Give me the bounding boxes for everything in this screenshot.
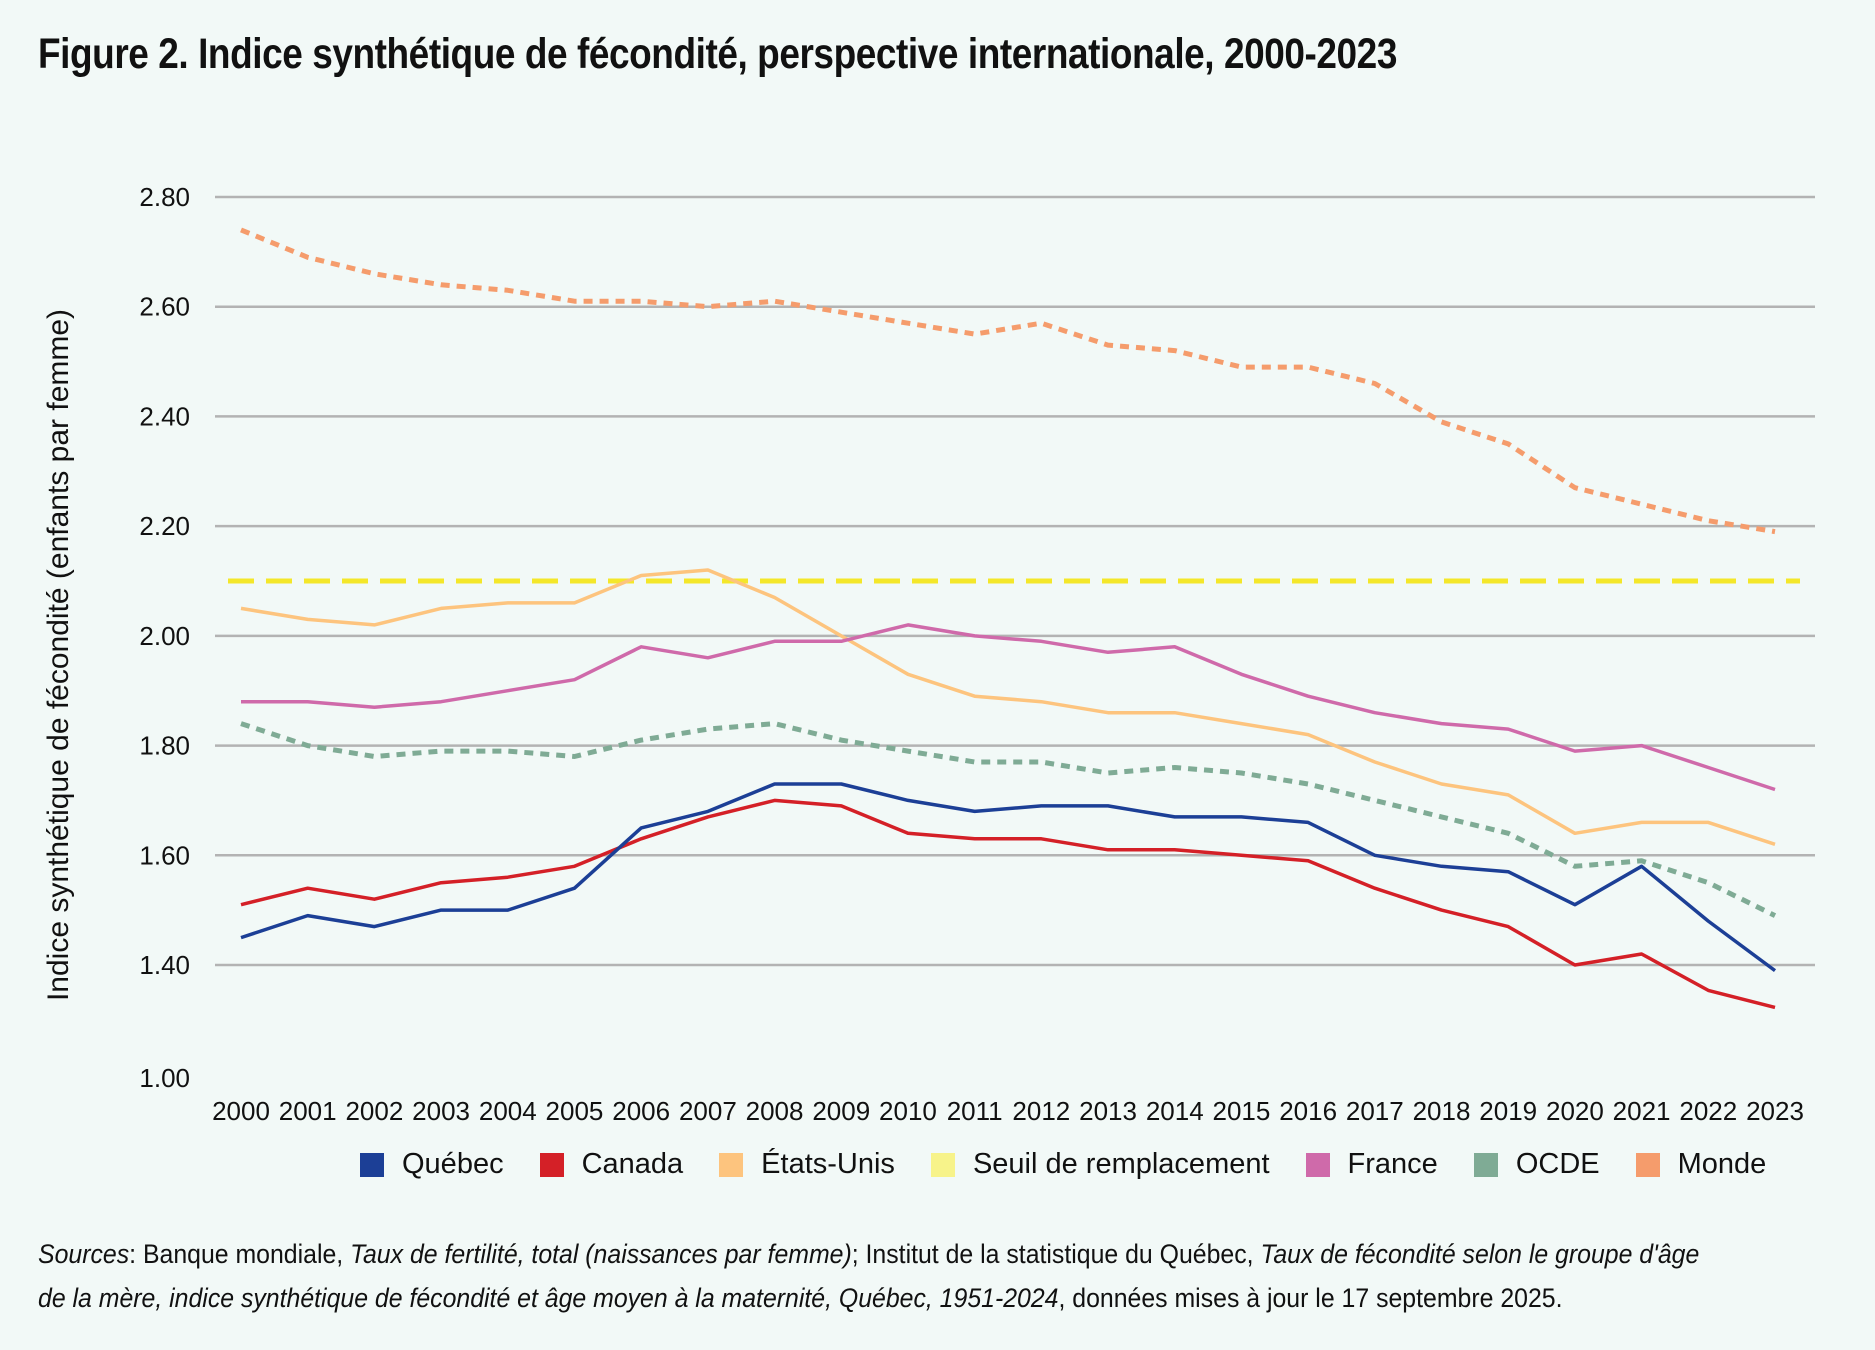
y-axis-ticks: 1.00 1.40 1.60 1.80 2.00 2.20 2.40 2.60 2.80 (139, 182, 190, 1093)
legend-swatch (1635, 1152, 1660, 1177)
x-tick-label: 2009 (812, 1096, 870, 1126)
series-line-ocde (240, 721, 1777, 918)
legend-item: OCDE (1473, 1148, 1600, 1181)
y-tick-label: 2.40 (139, 401, 190, 431)
legend-label: Canada (581, 1148, 684, 1180)
legend-label: Seuil de remplacement (972, 1148, 1270, 1180)
line-chart: 1.00 1.40 1.60 1.80 2.00 2.20 2.40 2.60 2.80 200… (42, 182, 1815, 1126)
x-tick-label: 2013 (1079, 1096, 1137, 1126)
legend-label: France (1347, 1148, 1438, 1180)
series-line-france (241, 623, 1776, 792)
chart-title: Figure 2. Indice synthétique de fécondit… (38, 30, 1397, 78)
x-tick-label: 2005 (546, 1096, 604, 1126)
y-tick-label: 1.80 (139, 731, 190, 761)
sources-title-2: Taux de fécondité selon le groupe d'âge … (38, 1239, 1700, 1313)
legend-item: États-Unis (719, 1148, 895, 1181)
x-tick-label: 2018 (1413, 1096, 1471, 1126)
x-tick-label: 2022 (1679, 1096, 1737, 1126)
sources-text-2: ; Institut de la statistique du Québec, (851, 1239, 1261, 1269)
legend-label: Monde (1677, 1148, 1767, 1180)
y-tick-label: 1.00 (139, 1063, 190, 1093)
legend-label: États-Unis (761, 1148, 895, 1180)
legend-item: Québec (360, 1148, 504, 1181)
x-tick-label: 2017 (1346, 1096, 1404, 1126)
legend-item: France (1305, 1148, 1438, 1181)
series-line-quebec (240, 782, 1777, 973)
y-tick-label: 1.40 (139, 950, 190, 980)
x-tick-label: 2001 (279, 1096, 337, 1126)
x-tick-label: 2007 (679, 1096, 737, 1126)
y-tick-label: 2.80 (139, 182, 190, 212)
y-tick-label: 2.60 (139, 292, 190, 322)
y-tick-label: 1.60 (139, 840, 190, 870)
x-tick-label: 2008 (746, 1096, 804, 1126)
sources-note: Sources: Banque mondiale, Taux de fertil… (38, 1232, 1703, 1320)
legend-swatch (539, 1152, 564, 1177)
y-axis-label: Indice synthétique de fécondité (enfants… (42, 309, 75, 1001)
x-tick-label: 2000 (212, 1096, 270, 1126)
x-tick-label: 2011 (947, 1096, 1003, 1126)
sources-label: Sources (38, 1239, 130, 1269)
x-axis-ticks: 2000 2001 2002 2003 2004 2005 2006 2007 2008 2009… (212, 1096, 1804, 1126)
x-tick-label: 2003 (412, 1096, 470, 1126)
x-tick-label: 2006 (612, 1096, 670, 1126)
sources-text-1: : Banque mondiale, (129, 1239, 351, 1269)
x-tick-label: 2004 (479, 1096, 537, 1126)
series-line-etats-unis (240, 568, 1776, 846)
y-tick-label: 2.00 (139, 621, 190, 651)
x-tick-label: 2012 (1012, 1096, 1070, 1126)
x-tick-label: 2002 (345, 1096, 403, 1126)
series-lines (228, 227, 1800, 1010)
legend-swatch (360, 1152, 384, 1177)
legend: Québec Canada États-Unis Seuil de remplacem… (360, 1148, 1766, 1181)
legend-swatch (930, 1152, 955, 1177)
x-tick-label: 2010 (879, 1096, 937, 1126)
legend-swatch (719, 1152, 744, 1177)
x-tick-label: 2021 (1613, 1096, 1671, 1126)
legend-item: Monde (1635, 1148, 1767, 1181)
sources-title-1: Taux de fertilité, total (naissances par… (350, 1239, 852, 1269)
sources-text-3: , données mises à jour le 17 septembre 2… (1058, 1283, 1563, 1313)
legend-item: Canada (539, 1148, 684, 1181)
y-tick-label: 2.20 (139, 511, 190, 541)
x-tick-label: 2020 (1546, 1096, 1604, 1126)
legend-label: Québec (402, 1148, 504, 1180)
x-tick-label: 2015 (1213, 1096, 1271, 1126)
legend-item: Seuil de remplacement (930, 1148, 1270, 1181)
series-line-monde (240, 227, 1776, 535)
x-tick-label: 2019 (1479, 1096, 1537, 1126)
legend-swatch (1473, 1152, 1498, 1177)
x-tick-label: 2014 (1146, 1096, 1204, 1126)
legend-label: OCDE (1515, 1148, 1600, 1180)
legend-swatch (1305, 1152, 1330, 1177)
x-tick-label: 2016 (1279, 1096, 1337, 1126)
x-tick-label: 2023 (1746, 1096, 1804, 1126)
series-line-canada (240, 798, 1776, 1010)
gridlines (215, 195, 1815, 967)
